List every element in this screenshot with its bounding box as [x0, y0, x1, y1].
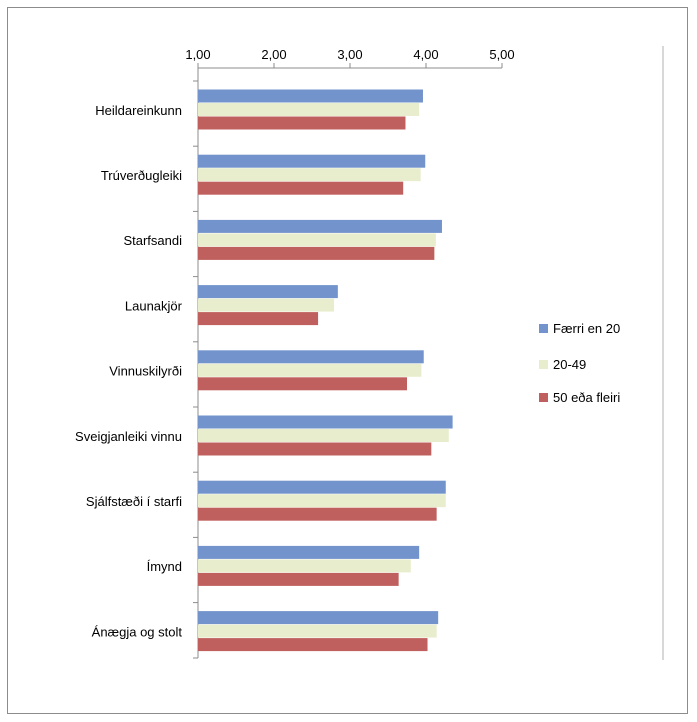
category-label: Vinnuskilyrði: [109, 364, 182, 379]
bar: [198, 285, 338, 299]
bar: [198, 312, 319, 326]
category-label: Launakjör: [125, 298, 183, 313]
bar: [198, 442, 432, 456]
x-tick-label: 1,00: [185, 47, 210, 62]
legend-swatch: [539, 324, 548, 333]
bar: [198, 507, 437, 521]
bar: [198, 116, 406, 130]
bar-chart: 1,00 2,00 3,00 4,00 5,00 Heildareinkunn Trúver…: [75, 46, 664, 660]
bar: [198, 298, 335, 312]
bar: [198, 89, 423, 103]
category-label: Trúverðugleiki: [101, 168, 182, 183]
bar: [198, 154, 426, 168]
bar: [198, 572, 399, 586]
bar: [198, 168, 421, 182]
legend-swatch: [539, 360, 548, 369]
bar: [198, 429, 449, 442]
bar: [198, 480, 446, 494]
bar: [198, 624, 437, 638]
x-tick-label: 2,00: [261, 47, 286, 62]
legend-label: 50 eða fleiri: [553, 390, 620, 405]
bar: [198, 246, 435, 260]
x-tick-label: 5,00: [489, 47, 514, 62]
bar: [198, 233, 436, 247]
category-label: Sjálfstæði í starfi: [86, 494, 182, 509]
bar: [198, 611, 439, 625]
category-label: Ímynd: [147, 559, 182, 574]
category-label: Starfsandi: [123, 233, 182, 248]
chart-frame: 1,00 2,00 3,00 4,00 5,00 Heildareinkunn Trúver…: [7, 7, 688, 714]
legend-label: Færri en 20: [553, 321, 620, 336]
category-label: Sveigjanleiki vinnu: [75, 429, 182, 444]
bar: [198, 181, 404, 195]
bar: [198, 363, 422, 377]
bar: [198, 494, 446, 508]
category-label: Heildareinkunn: [95, 103, 182, 118]
bar: [198, 559, 411, 573]
x-tick-label: 4,00: [413, 47, 438, 62]
category-label: Ánægja og stolt: [92, 624, 183, 639]
bar: [198, 219, 442, 233]
bar: [198, 638, 428, 652]
legend-swatch: [539, 393, 548, 402]
bar: [198, 350, 424, 364]
bar: [198, 545, 420, 559]
bar: [198, 377, 407, 391]
bar: [198, 103, 420, 116]
legend-label: 20-49: [553, 357, 586, 372]
bar: [198, 415, 453, 429]
x-tick-label: 3,00: [337, 47, 362, 62]
